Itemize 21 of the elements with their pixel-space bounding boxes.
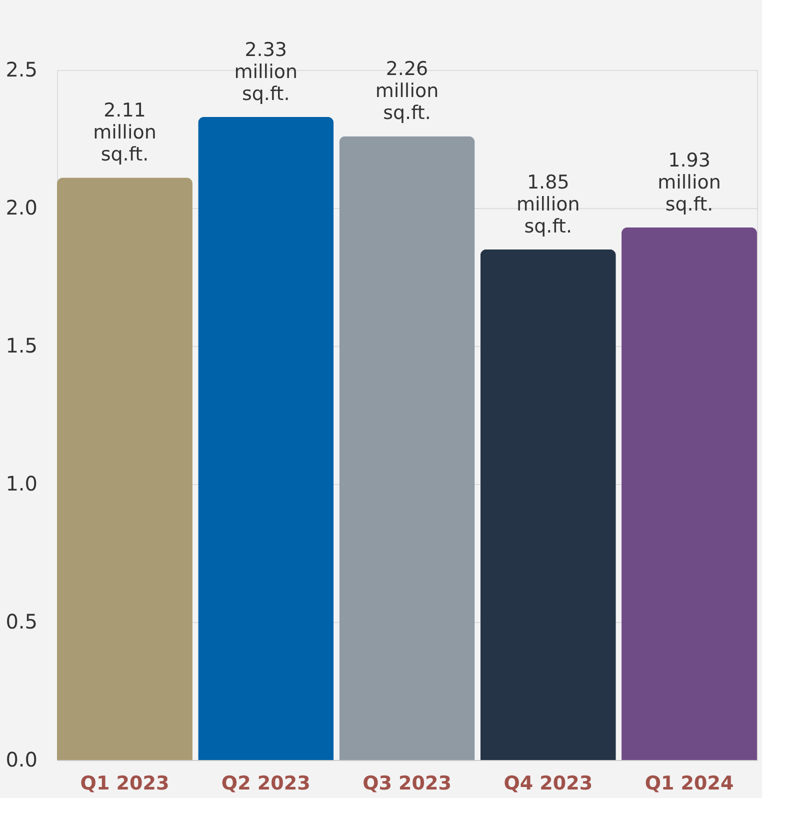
y-tick-label: 1.5 <box>6 334 38 358</box>
bar <box>198 116 334 760</box>
data-label: 2.33 million sq.ft. <box>234 38 298 105</box>
x-tick-label: Q3 2023 <box>362 772 452 794</box>
x-tick-label: Q1 2023 <box>80 772 170 794</box>
y-tick-label: 2.5 <box>6 58 38 82</box>
x-tick-label: Q2 2023 <box>221 772 310 794</box>
bar <box>480 249 616 760</box>
bar <box>57 178 192 760</box>
x-tick-label: Q4 2023 <box>504 772 593 794</box>
y-tick-label: 0.5 <box>6 610 38 634</box>
data-label: 2.26 million sq.ft. <box>375 58 439 124</box>
data-label: 1.85 million sq.ft. <box>516 171 580 238</box>
data-label: 2.11 million sq.ft. <box>93 100 156 166</box>
x-tick-label: Q1 2024 <box>644 772 734 794</box>
data-label: 1.93 million sq.ft. <box>658 149 721 216</box>
y-tick-label: 2.0 <box>6 196 38 220</box>
bar <box>622 227 757 760</box>
y-tick-label: 0.0 <box>6 748 38 772</box>
bar <box>339 136 475 760</box>
y-tick-label: 1.0 <box>6 472 38 496</box>
